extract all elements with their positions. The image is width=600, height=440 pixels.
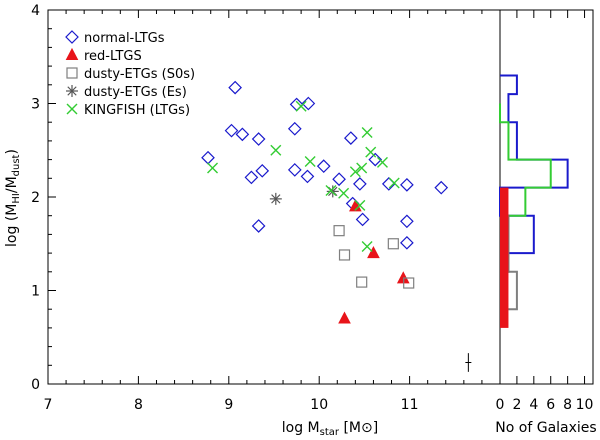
data-point <box>400 235 414 250</box>
data-point <box>356 276 368 288</box>
hist-x-tick-label: 4 <box>529 397 538 413</box>
data-point <box>300 169 315 184</box>
data-point <box>387 238 399 250</box>
data-point <box>343 131 358 145</box>
legend-marker <box>66 85 78 97</box>
legend-marker <box>66 67 78 79</box>
x-tick-label: 9 <box>224 397 233 413</box>
data-point <box>365 146 377 158</box>
hist-bar <box>500 187 509 328</box>
data-point <box>287 163 302 177</box>
data-point <box>235 127 250 142</box>
data-point <box>251 219 266 233</box>
x-tick-label: 8 <box>134 397 143 413</box>
legend: normal-LTGs red-LTGS dusty-ETGs (S0s) dusty… <box>65 30 195 118</box>
hist-x-tick-label: 6 <box>546 397 555 413</box>
data-point <box>295 100 307 112</box>
legend-label: red-LTGS <box>84 49 142 64</box>
data-point <box>353 177 367 191</box>
data-point <box>376 156 388 168</box>
data-point <box>338 187 350 199</box>
legend-label: KINGFISH (LTGs) <box>84 103 190 118</box>
data-point <box>361 241 373 253</box>
data-point <box>228 80 242 95</box>
data-point <box>388 177 400 189</box>
y-tick-label: 3 <box>31 97 40 113</box>
legend-label: normal-LTGs <box>84 31 165 46</box>
hist-x-tick-label: 0 <box>496 397 505 413</box>
data-point <box>349 166 361 178</box>
data-point <box>368 152 383 167</box>
histogram-panel: 0 2 4 6 8 10 <box>496 9 594 413</box>
data-point <box>333 225 345 237</box>
hist-x-tick-label: 8 <box>563 397 572 413</box>
legend-marker <box>65 30 79 44</box>
data-point <box>355 212 370 227</box>
y-tick-label: 4 <box>31 3 40 19</box>
data-point <box>244 170 259 185</box>
data-point <box>400 214 414 229</box>
data-point <box>289 97 304 112</box>
data-point <box>255 163 270 178</box>
data-point <box>269 192 282 205</box>
hist-x-tick-label: 10 <box>576 397 594 413</box>
x-axis-title: log Mstar [M⊙] <box>282 420 378 438</box>
data-point <box>316 159 331 173</box>
data-point <box>304 155 316 167</box>
data-point <box>434 180 449 195</box>
data-point <box>400 177 414 192</box>
data-point <box>251 132 266 146</box>
x-tick-label: 11 <box>401 397 419 413</box>
main-scatter-plot: 7 8 9 10 11 0 1 2 3 4 <box>31 3 501 413</box>
data-point <box>367 246 380 259</box>
hist-step-line <box>499 74 569 255</box>
data-point <box>301 96 316 111</box>
y-axis-title: log (MHI/Mdust) <box>4 149 22 247</box>
hist-frame <box>499 9 594 385</box>
data-point <box>356 162 368 174</box>
data-point <box>201 150 215 165</box>
data-point <box>224 123 239 138</box>
hist-x-axis-title: No of Galaxies <box>495 420 596 436</box>
legend-marker <box>66 103 78 115</box>
data-point <box>361 126 373 138</box>
legend-marker <box>65 47 79 60</box>
data-point <box>354 199 366 211</box>
data-point <box>332 172 346 187</box>
y-tick-label: 2 <box>31 190 40 206</box>
data-point <box>325 184 337 196</box>
data-point <box>287 121 302 136</box>
data-point <box>270 144 282 156</box>
data-point <box>207 162 219 174</box>
x-tick-label: 7 <box>44 397 53 413</box>
x-tick-label: 10 <box>310 397 328 413</box>
data-point <box>338 311 351 324</box>
legend-label: dusty-ETGs (Es) <box>84 85 187 100</box>
data-point <box>403 277 415 289</box>
legend-label: dusty-ETGs (S0s) <box>84 67 195 82</box>
hist-x-tick-label: 2 <box>512 397 521 413</box>
y-tick-label: 0 <box>31 377 40 393</box>
y-tick-label: 1 <box>31 284 40 300</box>
data-point <box>338 249 351 261</box>
